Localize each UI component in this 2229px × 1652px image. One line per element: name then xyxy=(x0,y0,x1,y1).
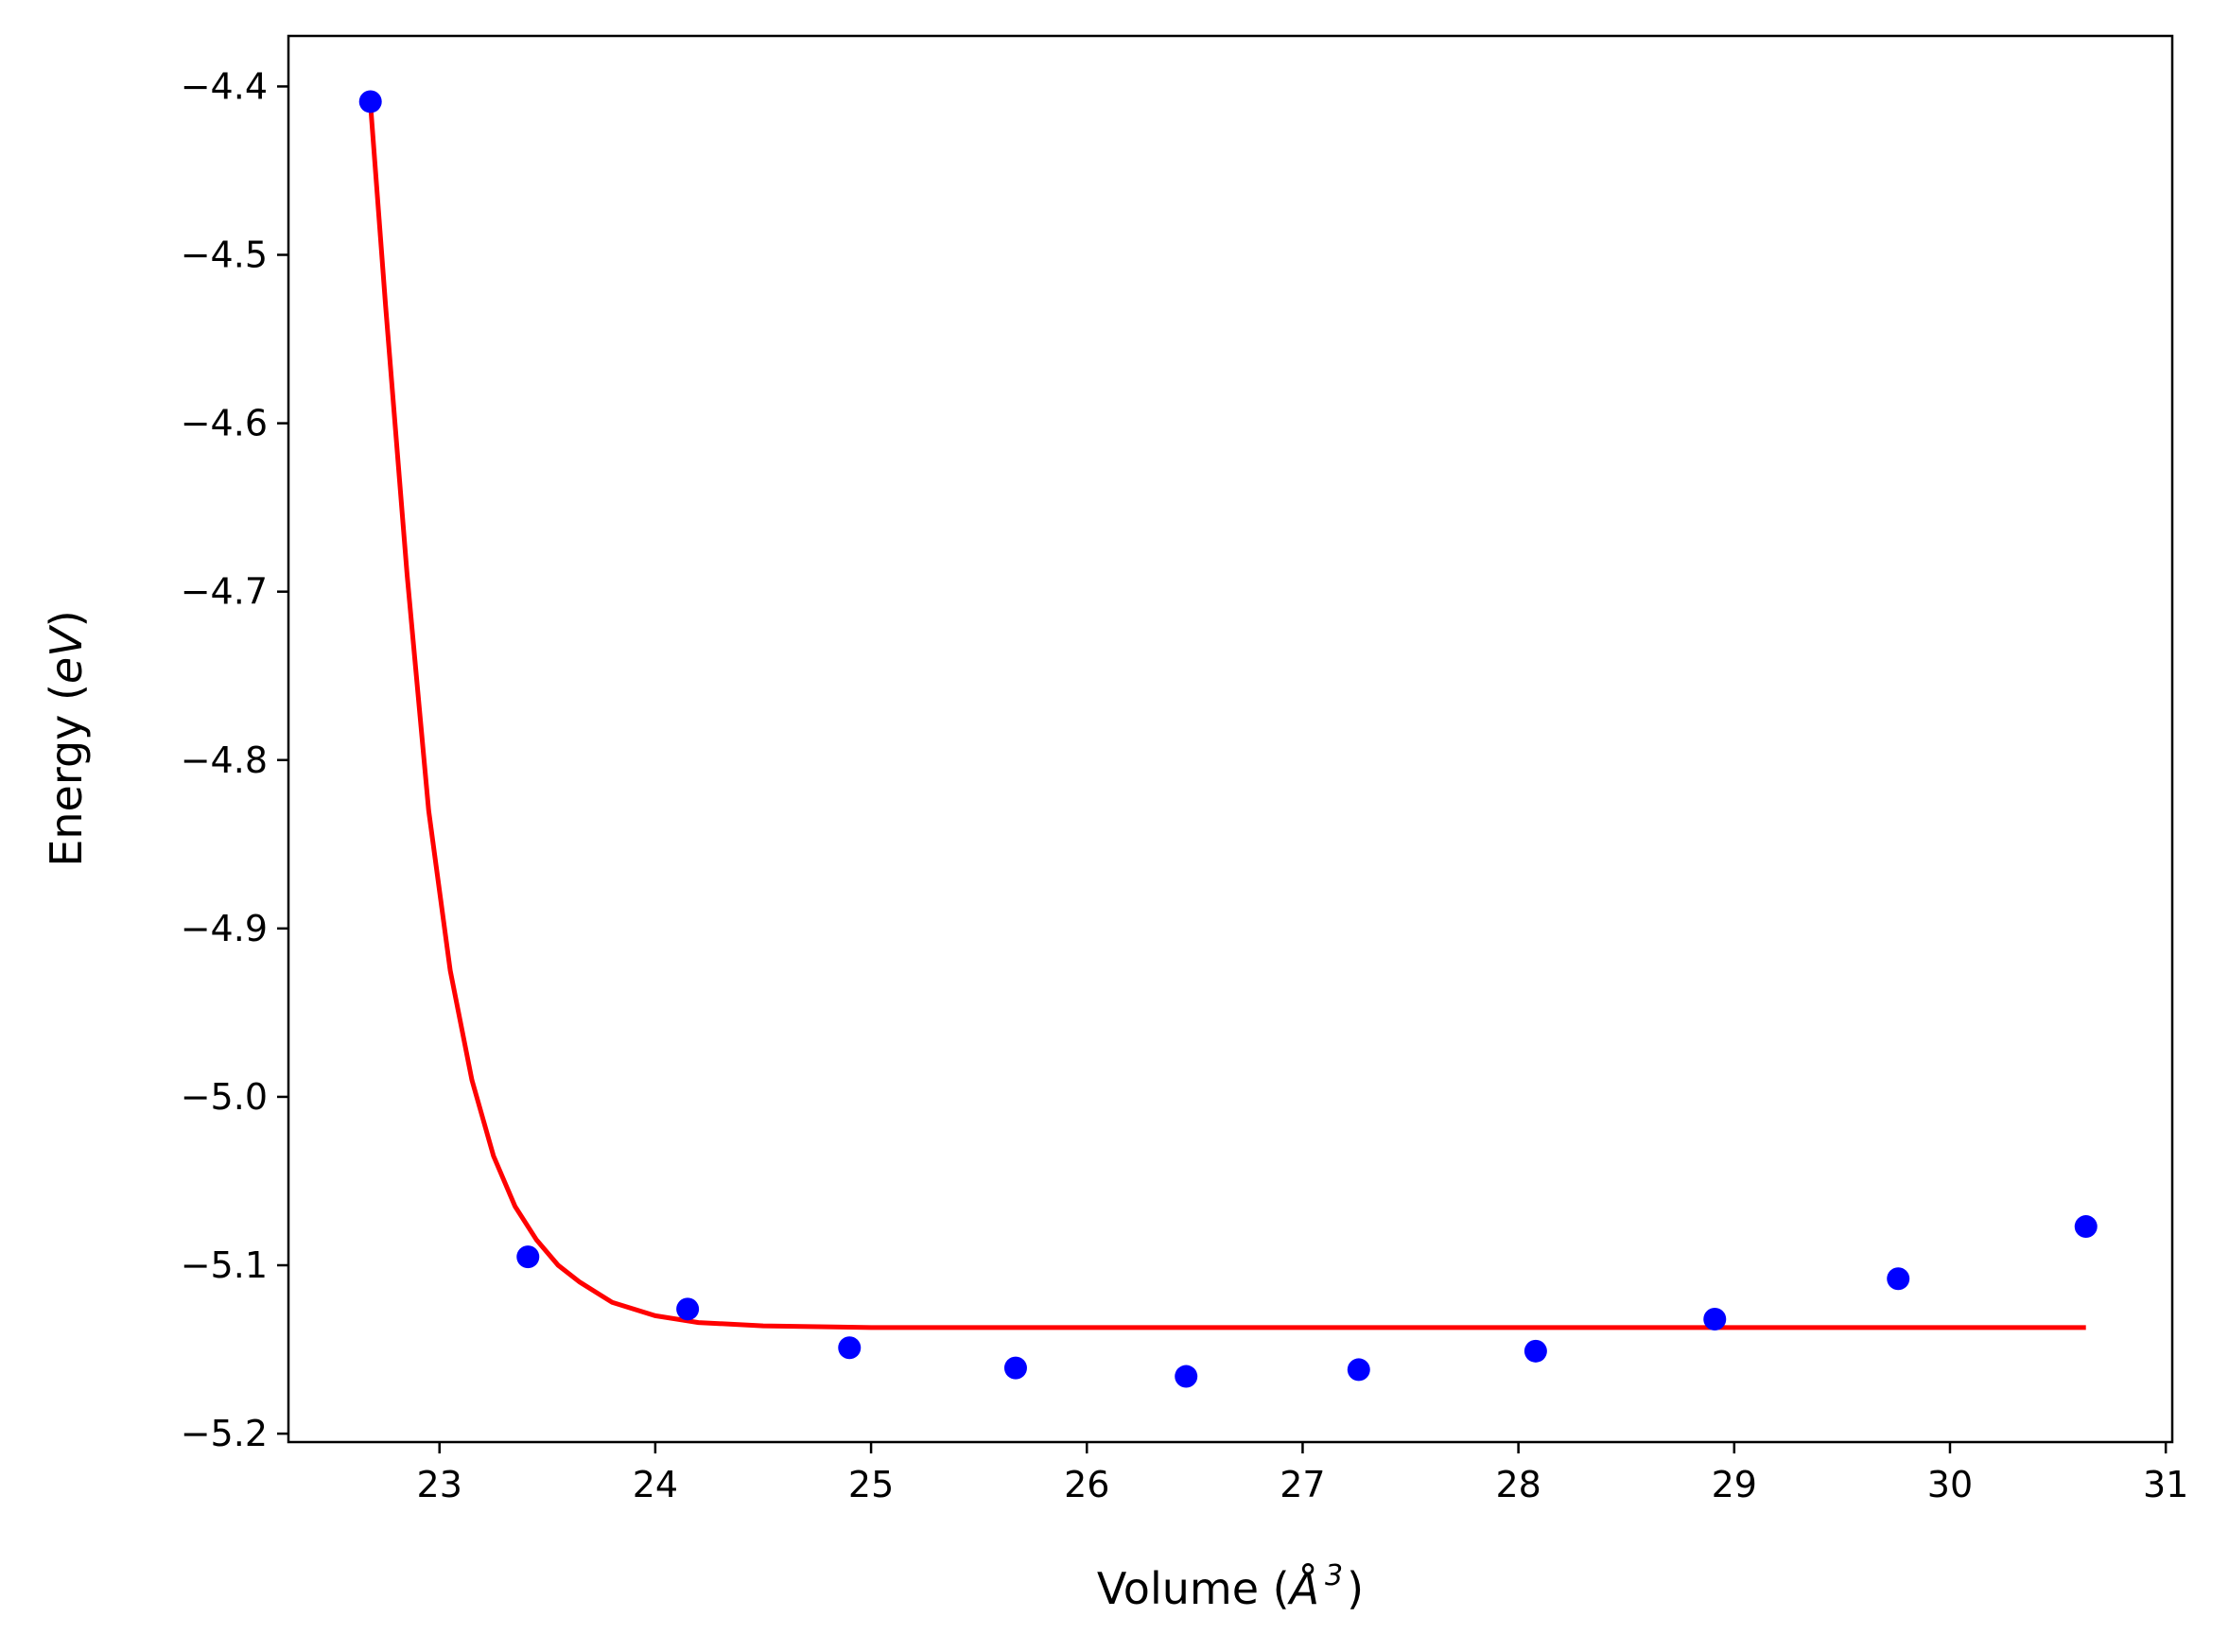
y-tick-label: −4.8 xyxy=(181,739,268,781)
y-axis-label-unit: eV xyxy=(41,624,92,684)
data-point xyxy=(1703,1307,1727,1330)
x-tick-label: 29 xyxy=(1712,1464,1757,1505)
data-point xyxy=(358,90,382,113)
x-tick-label: 23 xyxy=(417,1464,462,1505)
y-tick-label: −5.2 xyxy=(181,1413,268,1454)
y-tick-label: −5.1 xyxy=(181,1244,268,1286)
x-tick-label: 30 xyxy=(1927,1464,1973,1505)
x-tick-label: 24 xyxy=(633,1464,678,1505)
x-tick-label: 31 xyxy=(2143,1464,2188,1505)
x-axis-label: Volume (Å 3) xyxy=(1097,1559,1364,1614)
y-axis-label-prefix: Energy ( xyxy=(41,684,92,867)
plot-area-background xyxy=(288,36,2172,1442)
x-axis-label-exponent: 3 xyxy=(1325,1559,1343,1592)
data-point xyxy=(516,1245,540,1269)
data-point xyxy=(1887,1267,1910,1291)
data-point xyxy=(838,1336,862,1360)
x-axis-label-suffix: ) xyxy=(1347,1563,1364,1614)
x-tick-label: 25 xyxy=(848,1464,894,1505)
x-tick-label: 26 xyxy=(1064,1464,1109,1505)
y-axis-label: Energy (eV) xyxy=(41,610,92,866)
y-tick-label: −4.9 xyxy=(181,908,268,949)
fit-curve-line xyxy=(368,103,2086,1330)
y-axis-ticks: −4.4 −4.5 −4.6 −4.7 −4.8 −4.9 −5.0 −5.1 −5.2 xyxy=(181,65,288,1454)
y-tick-label: −4.4 xyxy=(181,65,268,107)
data-point xyxy=(2074,1215,2098,1239)
x-axis-label-unit: Å xyxy=(1287,1563,1319,1614)
data-point xyxy=(676,1297,700,1321)
x-tick-label: 28 xyxy=(1495,1464,1541,1505)
data-point xyxy=(1175,1365,1198,1388)
data-points-group xyxy=(358,90,2098,1388)
data-point xyxy=(1524,1339,1547,1363)
plot-frame xyxy=(287,34,2174,1444)
x-tick-label: 27 xyxy=(1280,1464,1325,1505)
y-tick-label: −4.6 xyxy=(181,403,268,444)
x-axis-label-prefix: Volume ( xyxy=(1097,1563,1290,1614)
y-axis-label-suffix: ) xyxy=(41,610,92,627)
data-point xyxy=(1347,1358,1370,1382)
y-tick-label: −4.5 xyxy=(181,235,268,276)
x-axis-ticks: 23 24 25 26 27 28 29 30 31 xyxy=(417,1442,2188,1505)
y-tick-label: −5.0 xyxy=(181,1076,268,1118)
data-point xyxy=(1003,1356,1027,1380)
y-tick-label: −4.7 xyxy=(181,571,268,613)
